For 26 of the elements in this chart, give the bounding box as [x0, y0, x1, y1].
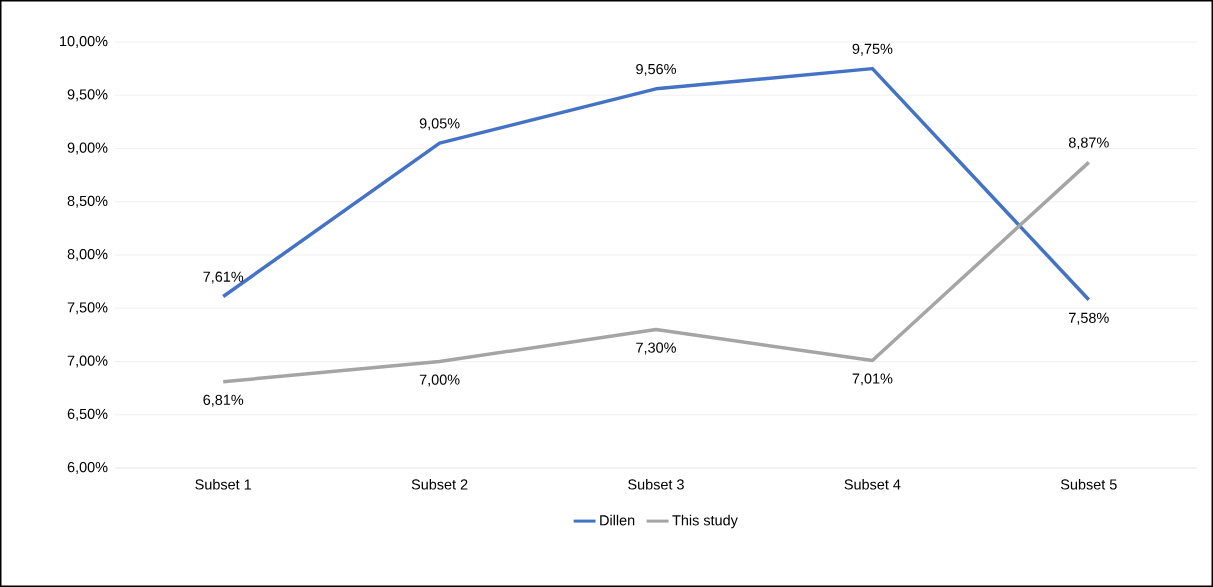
- y-tick-label: 10,00%: [60, 36, 108, 48]
- x-tick-label: Subset 3: [628, 478, 684, 490]
- legend-label: This study: [672, 514, 738, 529]
- data-label: 9,05%: [419, 118, 460, 131]
- x-tick-label: Subset 2: [411, 478, 468, 490]
- data-label: 7,58%: [1069, 312, 1109, 325]
- data-label: 9,56%: [636, 63, 676, 76]
- data-label: 9,75%: [852, 43, 893, 56]
- data-label: 7,01%: [852, 373, 893, 386]
- data-label: 7,30%: [636, 342, 676, 355]
- y-tick-label: 7,00%: [67, 355, 108, 368]
- y-tick-label: 7,50%: [67, 302, 108, 315]
- legend-label: Dillen: [600, 514, 635, 526]
- y-tick-label: 9,50%: [67, 89, 108, 102]
- y-tick-label: 9,00%: [67, 142, 108, 155]
- data-label: 6,81%: [203, 394, 244, 407]
- data-label: 7,00%: [419, 374, 460, 387]
- y-tick-label: 8,00%: [67, 249, 108, 261]
- x-tick-label: Subset 4: [844, 478, 901, 490]
- y-tick-label: 6,50%: [67, 408, 108, 421]
- data-label: 7,61%: [203, 271, 244, 284]
- y-tick-label: 6,00%: [67, 462, 108, 474]
- y-tick-label: 8,50%: [67, 195, 108, 208]
- x-tick-label: Subset 5: [1060, 478, 1117, 490]
- data-label: 8,87%: [1068, 137, 1109, 150]
- x-tick-label: Subset 1: [195, 478, 251, 490]
